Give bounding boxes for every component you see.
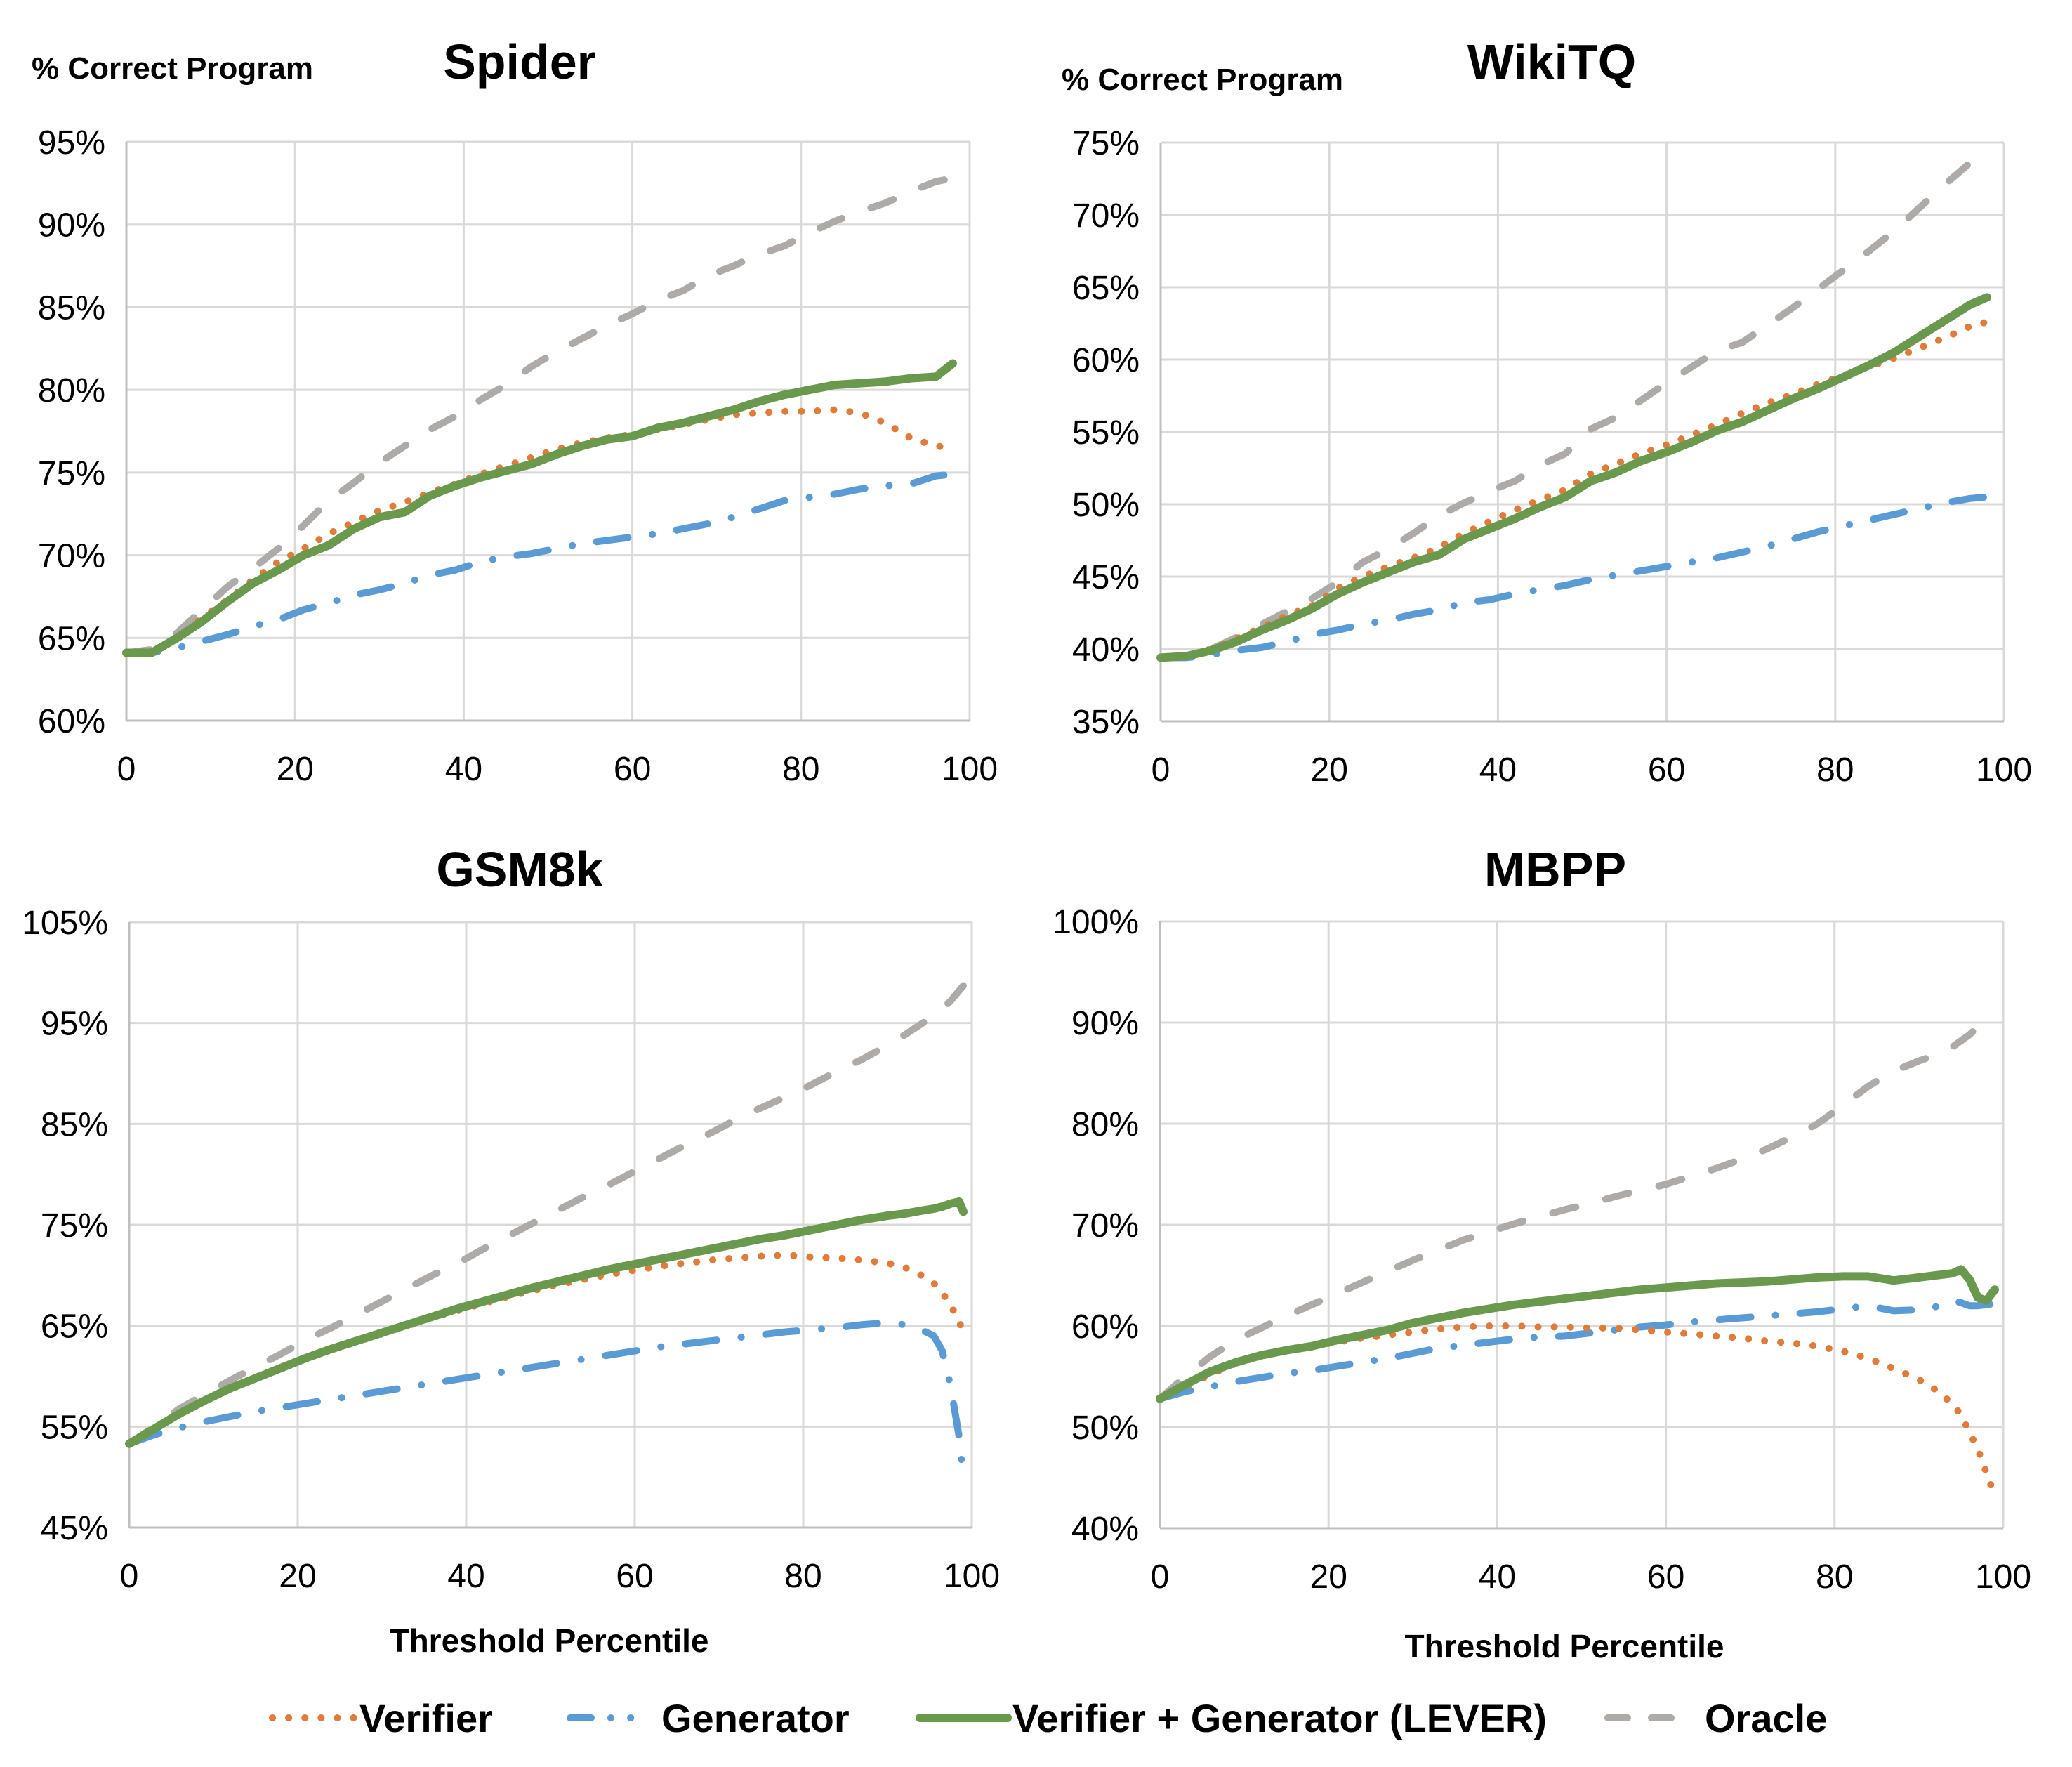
y-tick-label: 45% [41, 1510, 108, 1547]
y-tick-label: 65% [38, 620, 105, 657]
legend-item-verifier: Verifier [269, 1696, 493, 1740]
y-tick-label: 45% [1072, 559, 1140, 596]
x-tick-label: 100 [1975, 1558, 2031, 1596]
y-tick-label: 70% [1071, 1207, 1139, 1244]
series-line-generator [123, 471, 956, 657]
x-tick-label: 60 [1647, 1558, 1684, 1596]
chart-title: WikiTQ [1467, 34, 1637, 89]
series-line-verifier [123, 406, 956, 657]
chart-title: GSM8k [436, 842, 602, 897]
legend-label: Verifier [359, 1696, 493, 1740]
y-tick-label: 95% [41, 1006, 108, 1043]
x-tick-label: 80 [782, 751, 819, 788]
chart-title: Spider [443, 34, 596, 89]
legend-label: Verifier + Generator (LEVER) [1012, 1696, 1547, 1740]
y-tick-label: 70% [1072, 197, 1140, 235]
series-line-generator [1156, 1297, 1998, 1403]
y-tick-label: 100% [1053, 904, 1139, 941]
x-tick-label: 40 [445, 751, 482, 788]
plot-area: 60% 65% 70% 75% 80% 85% 90% 95% 0 20 40 60 80 100 [38, 124, 998, 788]
x-tick-label: 20 [279, 1558, 316, 1595]
y-tick-label: 90% [38, 207, 105, 244]
y-tick-label: 55% [41, 1409, 108, 1446]
series-line-oracle [123, 174, 956, 657]
legend-label: Oracle [1705, 1696, 1827, 1740]
y-axis-title: % Correct Program [32, 51, 313, 86]
y-tick-label: 85% [38, 289, 105, 327]
x-tick-label: 80 [1816, 751, 1854, 789]
series-line-verifier-generator-lever [125, 1197, 968, 1448]
x-tick-label: 100 [942, 751, 998, 788]
y-tick-label: 105% [22, 905, 108, 942]
x-tick-label: 20 [1310, 1558, 1347, 1596]
x-tick-label: 40 [1479, 1558, 1516, 1596]
legend-item-oracle: Oracle [1604, 1696, 1827, 1740]
y-tick-label: 55% [1072, 414, 1140, 452]
y-tick-label: 85% [41, 1106, 108, 1143]
y-tick-label: 40% [1072, 631, 1140, 669]
series-line-oracle [126, 982, 967, 1447]
y-tick-label: 40% [1071, 1511, 1139, 1548]
x-axis-title: Threshold Percentile [389, 1622, 708, 1659]
plot-area: 45% 55% 65% 75% 85% 95% 105% 0 20 40 60 80 100 [22, 905, 1000, 1595]
x-tick-label: 60 [616, 1558, 653, 1595]
x-tick-label: 80 [784, 1558, 821, 1595]
x-tick-label: 100 [944, 1558, 1000, 1595]
x-tick-label: 80 [1816, 1558, 1853, 1596]
x-tick-label: 60 [1648, 751, 1685, 789]
panel-wikitq: % Correct Program WikiTQ 35% 40% 45% 50% 55%… [1062, 34, 2032, 789]
y-tick-label: 80% [1071, 1106, 1139, 1143]
series-line-oracle [1156, 1010, 1998, 1403]
legend-item-lever: Verifier + Generator (LEVER) [916, 1696, 1547, 1740]
plot-area: 40% 50% 60% 70% 80% 90% 100% 0 20 40 60 80 100 [1053, 904, 2031, 1596]
series-line-generator [1157, 493, 1991, 662]
x-tick-label: 20 [1311, 751, 1348, 789]
chart-title: MBPP [1484, 842, 1626, 897]
legend-label: Generator [661, 1696, 850, 1740]
y-tick-label: 90% [1071, 1005, 1139, 1042]
x-tick-label: 60 [614, 751, 651, 788]
y-tick-label: 35% [1072, 704, 1140, 741]
plot-area: 35% 40% 45% 50% 55% 60% 65% 70% 75% 0 20 40 60 80 100 [1072, 125, 2032, 789]
y-tick-label: 50% [1072, 487, 1140, 524]
x-tick-label: 0 [117, 751, 136, 788]
y-tick-label: 65% [1072, 270, 1140, 307]
y-tick-label: 65% [41, 1308, 108, 1346]
y-tick-label: 80% [38, 372, 105, 409]
panel-spider: % Correct Program Spider 60% 65% 70% 75% 80%… [32, 34, 998, 788]
series-line-verifier [1156, 1322, 1998, 1499]
series-line-verifier-generator-lever [122, 359, 957, 657]
legend: Verifier Generator Verifier + Generator … [269, 1696, 1827, 1740]
y-axis-title: % Correct Program [1062, 63, 1343, 97]
x-tick-label: 20 [277, 751, 314, 788]
x-tick-label: 0 [1151, 1558, 1170, 1596]
y-tick-label: 70% [38, 538, 105, 575]
x-tick-label: 100 [1976, 751, 2032, 789]
y-tick-label: 60% [1071, 1308, 1139, 1346]
y-tick-label: 75% [41, 1207, 108, 1244]
x-axis-title: Threshold Percentile [1404, 1628, 1724, 1664]
panel-mbpp: MBPP 40%50%60%70%80%90%100%0 20 40 60 80 100 … [1053, 842, 2031, 1664]
series-line-verifier-generator-lever [1156, 1265, 1999, 1403]
y-tick-label: 95% [38, 124, 105, 162]
series-line-verifier-generator-lever [1156, 293, 1991, 662]
y-tick-label: 75% [1072, 125, 1140, 162]
x-tick-label: 0 [1152, 751, 1170, 789]
y-tick-label: 60% [38, 703, 105, 740]
y-tick-label: 75% [38, 455, 105, 492]
x-tick-label: 40 [1479, 751, 1517, 789]
x-tick-label: 40 [447, 1558, 484, 1595]
series-line-generator [126, 1319, 967, 1483]
y-tick-label: 50% [1071, 1410, 1139, 1447]
panel-gsm8k: GSM8k 45% 55% 65% 75% 85% 95% 105% 0 20 40 60 80 100… [22, 842, 1000, 1659]
x-tick-label: 0 [120, 1558, 139, 1595]
y-tick-label: 60% [1072, 342, 1140, 379]
legend-item-generator: Generator [567, 1696, 850, 1740]
